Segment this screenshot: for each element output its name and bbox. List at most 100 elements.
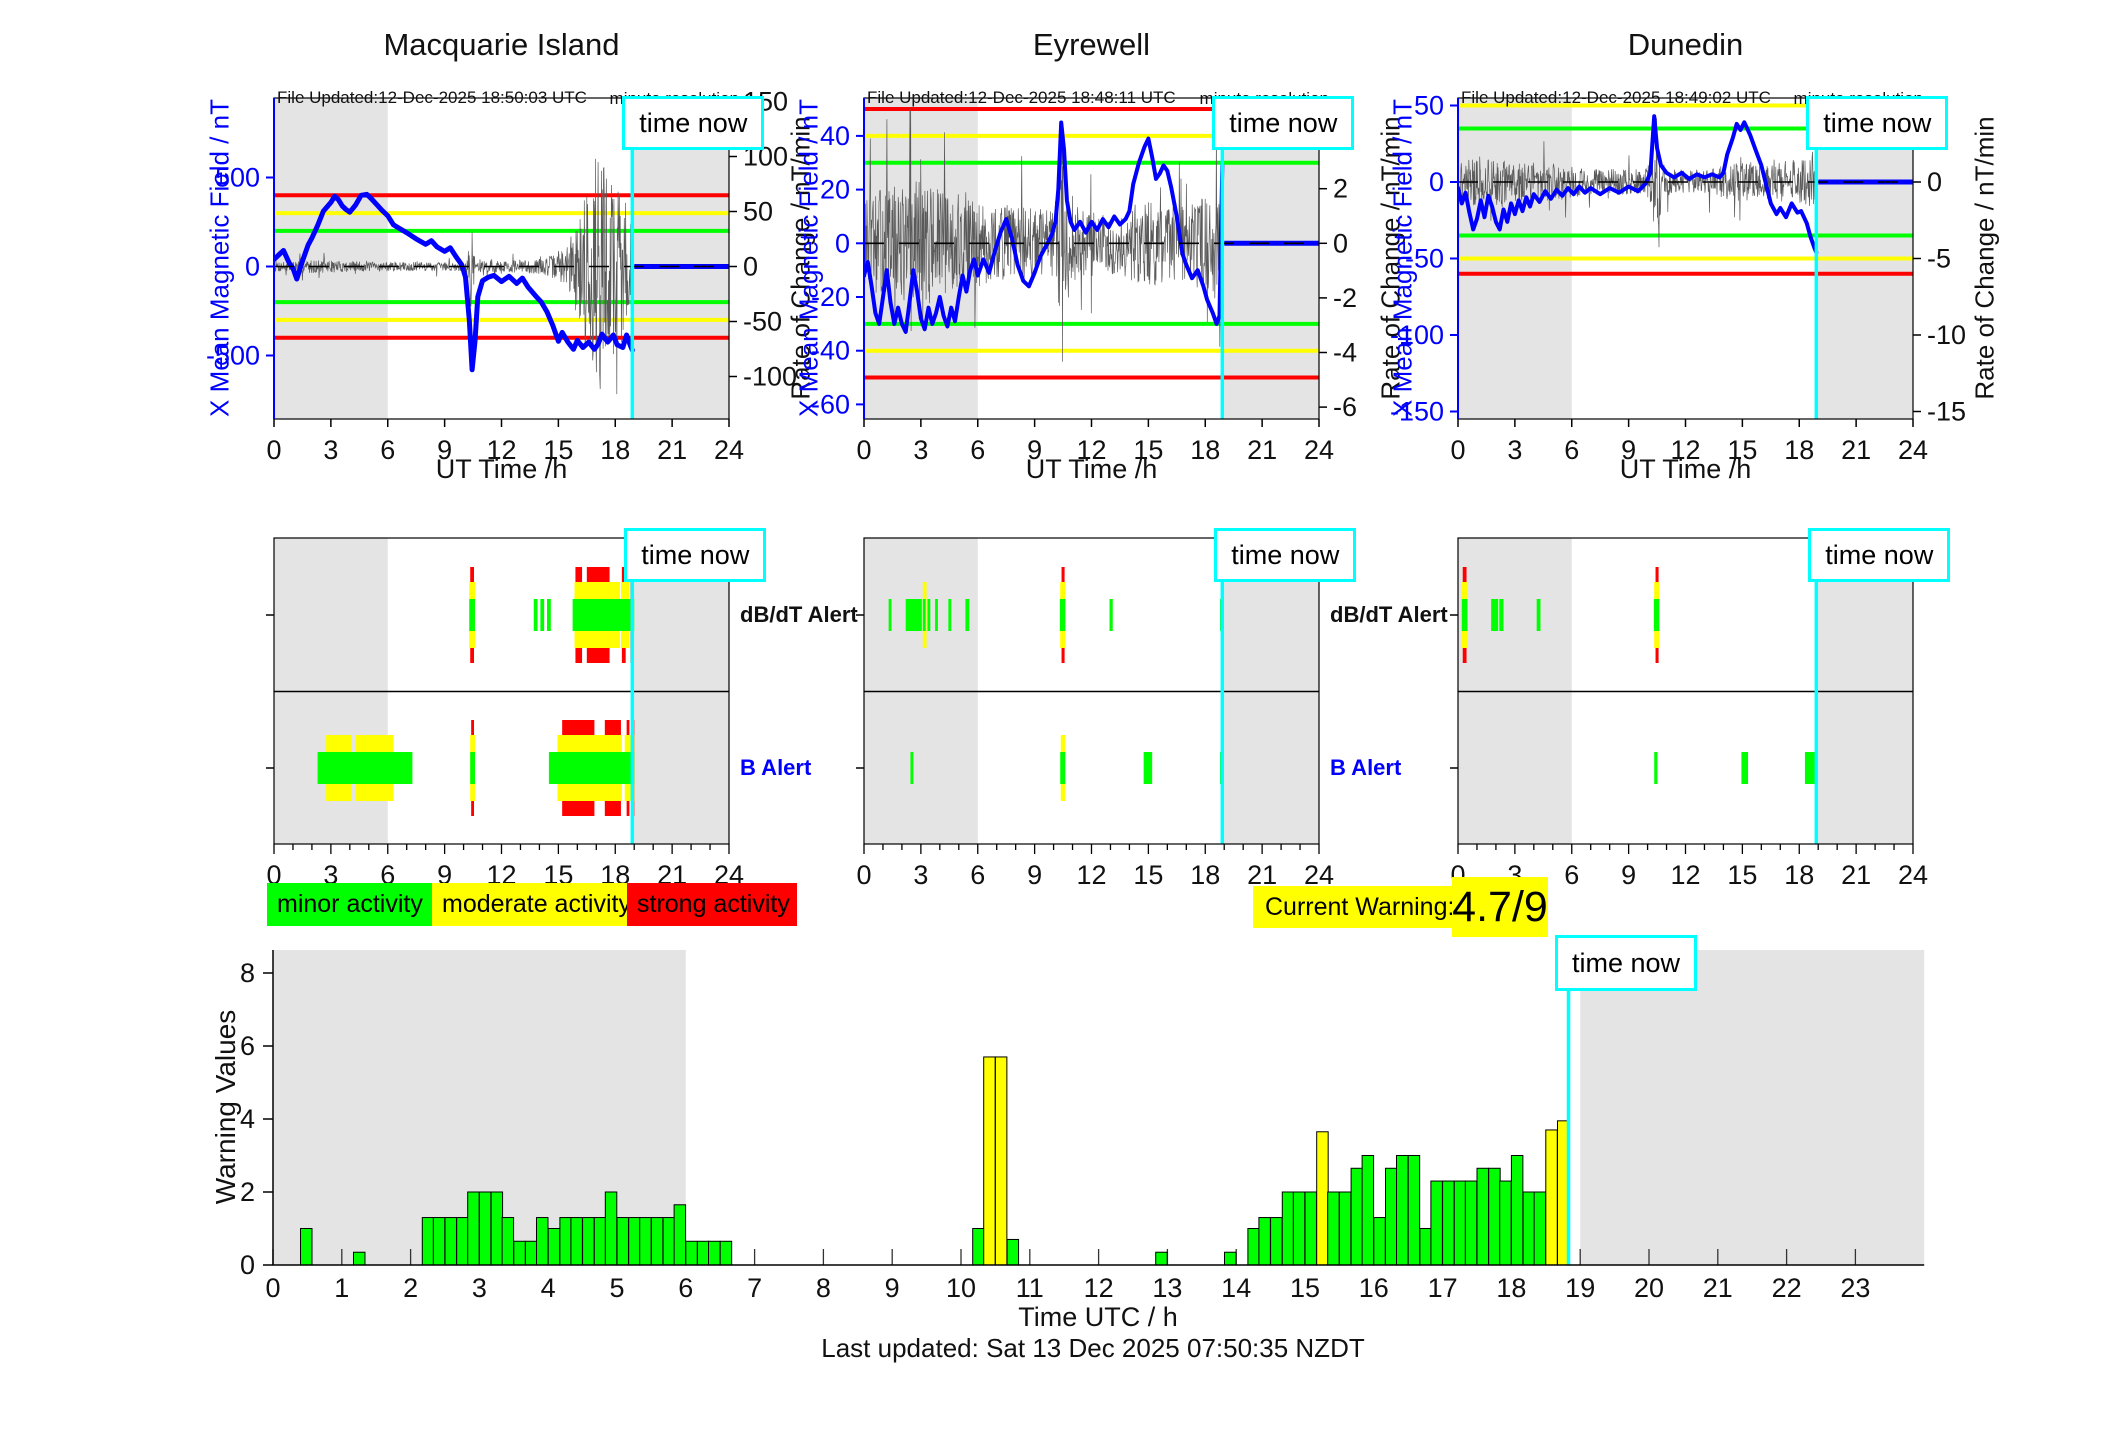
x-tick-label: 0 xyxy=(266,435,281,465)
warning-bar xyxy=(1316,1131,1329,1266)
time-now-box-alert-2: time now xyxy=(1808,528,1951,582)
dbdt-alert-green-bar xyxy=(922,599,926,631)
right-axis-label-2: Rate of Change / nT/min xyxy=(1969,116,2000,400)
x-tick-label: 12 xyxy=(1084,1273,1114,1303)
x-tick-label: 7 xyxy=(747,1273,762,1303)
alert-x-tick-label: 24 xyxy=(1898,860,1928,890)
dbdt-alert-green-bar xyxy=(1491,599,1499,631)
left-axis-label-1: X Mean Magnetic Field / nT xyxy=(793,99,824,417)
x-tick-label: 16 xyxy=(1359,1273,1389,1303)
warning-bar xyxy=(1453,1180,1467,1266)
alert-x-tick-label: 21 xyxy=(1841,860,1871,890)
alert-x-tick-label: 3 xyxy=(913,860,928,890)
ut-time-label: UT Time /h xyxy=(1026,454,1158,484)
warning-bar xyxy=(639,1217,652,1266)
warning-bar xyxy=(628,1217,641,1266)
warning-bar xyxy=(983,1056,996,1266)
alert-x-tick-label: 6 xyxy=(1564,860,1579,890)
warning-bar xyxy=(604,1191,618,1266)
rate-of-change-trace xyxy=(864,107,1223,362)
left-axis-label-2: X Mean Magnetic Field / nT xyxy=(1387,99,1418,417)
x-tick-label: 12 xyxy=(1076,435,1106,465)
alert-x-tick-label: 0 xyxy=(266,860,281,890)
y-tick-left-label: -60 xyxy=(811,389,850,419)
alert-x-tick-label: 0 xyxy=(856,860,871,890)
y-tick-left-label: -50 xyxy=(1405,244,1444,274)
y-tick-left-label: 20 xyxy=(820,175,850,205)
legend-moderate-label: moderate activity xyxy=(442,890,631,918)
dbdt-alert-green-bar xyxy=(927,599,931,631)
x-tick-label: 6 xyxy=(380,435,395,465)
warning-bar xyxy=(478,1191,492,1266)
x-tick-label: 14 xyxy=(1221,1273,1251,1303)
station-title-1: Eyrewell xyxy=(1032,27,1151,62)
warning-bar xyxy=(1499,1180,1512,1266)
x-tick-label: 18 xyxy=(1190,435,1220,465)
x-tick-label: 11 xyxy=(1016,1273,1044,1303)
warning-bar xyxy=(1464,1180,1478,1266)
warning-bar xyxy=(1281,1191,1295,1266)
y-tick-left-label: 500 xyxy=(215,163,260,193)
y-tick-left-label: -150 xyxy=(1390,397,1444,427)
alert-x-tick-label: 24 xyxy=(1304,860,1334,890)
x-tick-label: 18 xyxy=(1784,435,1814,465)
time-now-box-top-1: time now xyxy=(1212,96,1355,150)
x-tick-label: 20 xyxy=(1634,1273,1664,1303)
warning-bar xyxy=(1292,1191,1306,1266)
warning-bar xyxy=(444,1217,457,1266)
warning-bar xyxy=(650,1217,664,1266)
warning-bar xyxy=(1327,1191,1340,1266)
x-tick-label: 6 xyxy=(678,1273,693,1303)
x-tick-label: 0 xyxy=(1450,435,1465,465)
warning-bar xyxy=(1338,1191,1352,1266)
x-tick-label: 12 xyxy=(486,435,516,465)
alert-x-tick-label: 15 xyxy=(1727,860,1757,890)
b-alert-green-bar xyxy=(1654,752,1658,784)
b-alert-green-bar xyxy=(910,752,914,784)
warning-bar xyxy=(300,1228,313,1266)
station-plot-1: 0369121518212440200-20-40-60420-2-4-6UT … xyxy=(811,97,1357,484)
shade-region xyxy=(1580,950,1925,1265)
dbdt-alert-green-bar xyxy=(905,599,922,631)
y-tick-right-label: -50 xyxy=(743,307,782,337)
b-alert-green-bar xyxy=(1741,752,1749,784)
y-tick-label: 2 xyxy=(240,1177,255,1207)
station-title-0: Macquarie Island xyxy=(383,27,620,62)
station-plot-0: 0 3 6 9 12 15 18 21 245000-500150100500-50-100UT… xyxy=(206,87,797,485)
warning-bar xyxy=(1396,1155,1409,1266)
time-now-box-top-2: time now xyxy=(1806,96,1949,150)
warning-bar xyxy=(1270,1217,1283,1266)
time-now-box-warning: time now xyxy=(1555,935,1697,991)
alert-x-tick-label: 15 xyxy=(1133,860,1163,890)
x-tick-label: 9 xyxy=(1621,435,1636,465)
x-tick-label: 15 xyxy=(543,435,573,465)
y-tick-right-label: -15 xyxy=(1927,397,1966,427)
time-now-label: time now xyxy=(1823,107,1932,138)
x-tick-label: 8 xyxy=(816,1273,831,1303)
file-updated-2: File Updated:12-Dec-2025 18:49:02 UTC xyxy=(1461,88,1771,107)
warning-bar xyxy=(1442,1180,1455,1266)
warning-bar xyxy=(536,1217,549,1266)
left-axis-label-0: X Mean Magnetic Field / nT xyxy=(204,99,235,417)
dbdt-alert-green-bar xyxy=(965,599,970,631)
x-tick-label: 15 xyxy=(1290,1273,1320,1303)
warning-bar xyxy=(1247,1228,1260,1266)
dbdt-alert-green-bar xyxy=(1461,599,1468,631)
file-updated-1: File Updated:12-Dec-2025 18:48:11 UTC xyxy=(867,88,1176,107)
y-tick-left-label: -100 xyxy=(1390,320,1444,350)
warning-bar xyxy=(524,1240,538,1266)
y-tick-label: 0 xyxy=(240,1250,255,1280)
x-tick-label: 24 xyxy=(1304,435,1334,465)
y-tick-left-label: 0 xyxy=(245,252,260,282)
dbdt-alert-row-label-0: dB/dT Alert xyxy=(740,602,858,627)
warning-bar xyxy=(994,1056,1008,1266)
x-tick-label: 2 xyxy=(403,1273,418,1303)
dbdt-alert-green-bar xyxy=(547,599,551,631)
x-tick-label: 18 xyxy=(600,435,630,465)
warning-bar xyxy=(1533,1191,1547,1266)
b-alert-green-bar xyxy=(1143,752,1153,784)
x-tick-label: 10 xyxy=(946,1273,976,1303)
warning-bar xyxy=(352,1251,366,1266)
b-alert-green-bar xyxy=(1804,752,1818,784)
current-warning-value: 4.7/9 xyxy=(1452,877,1548,937)
